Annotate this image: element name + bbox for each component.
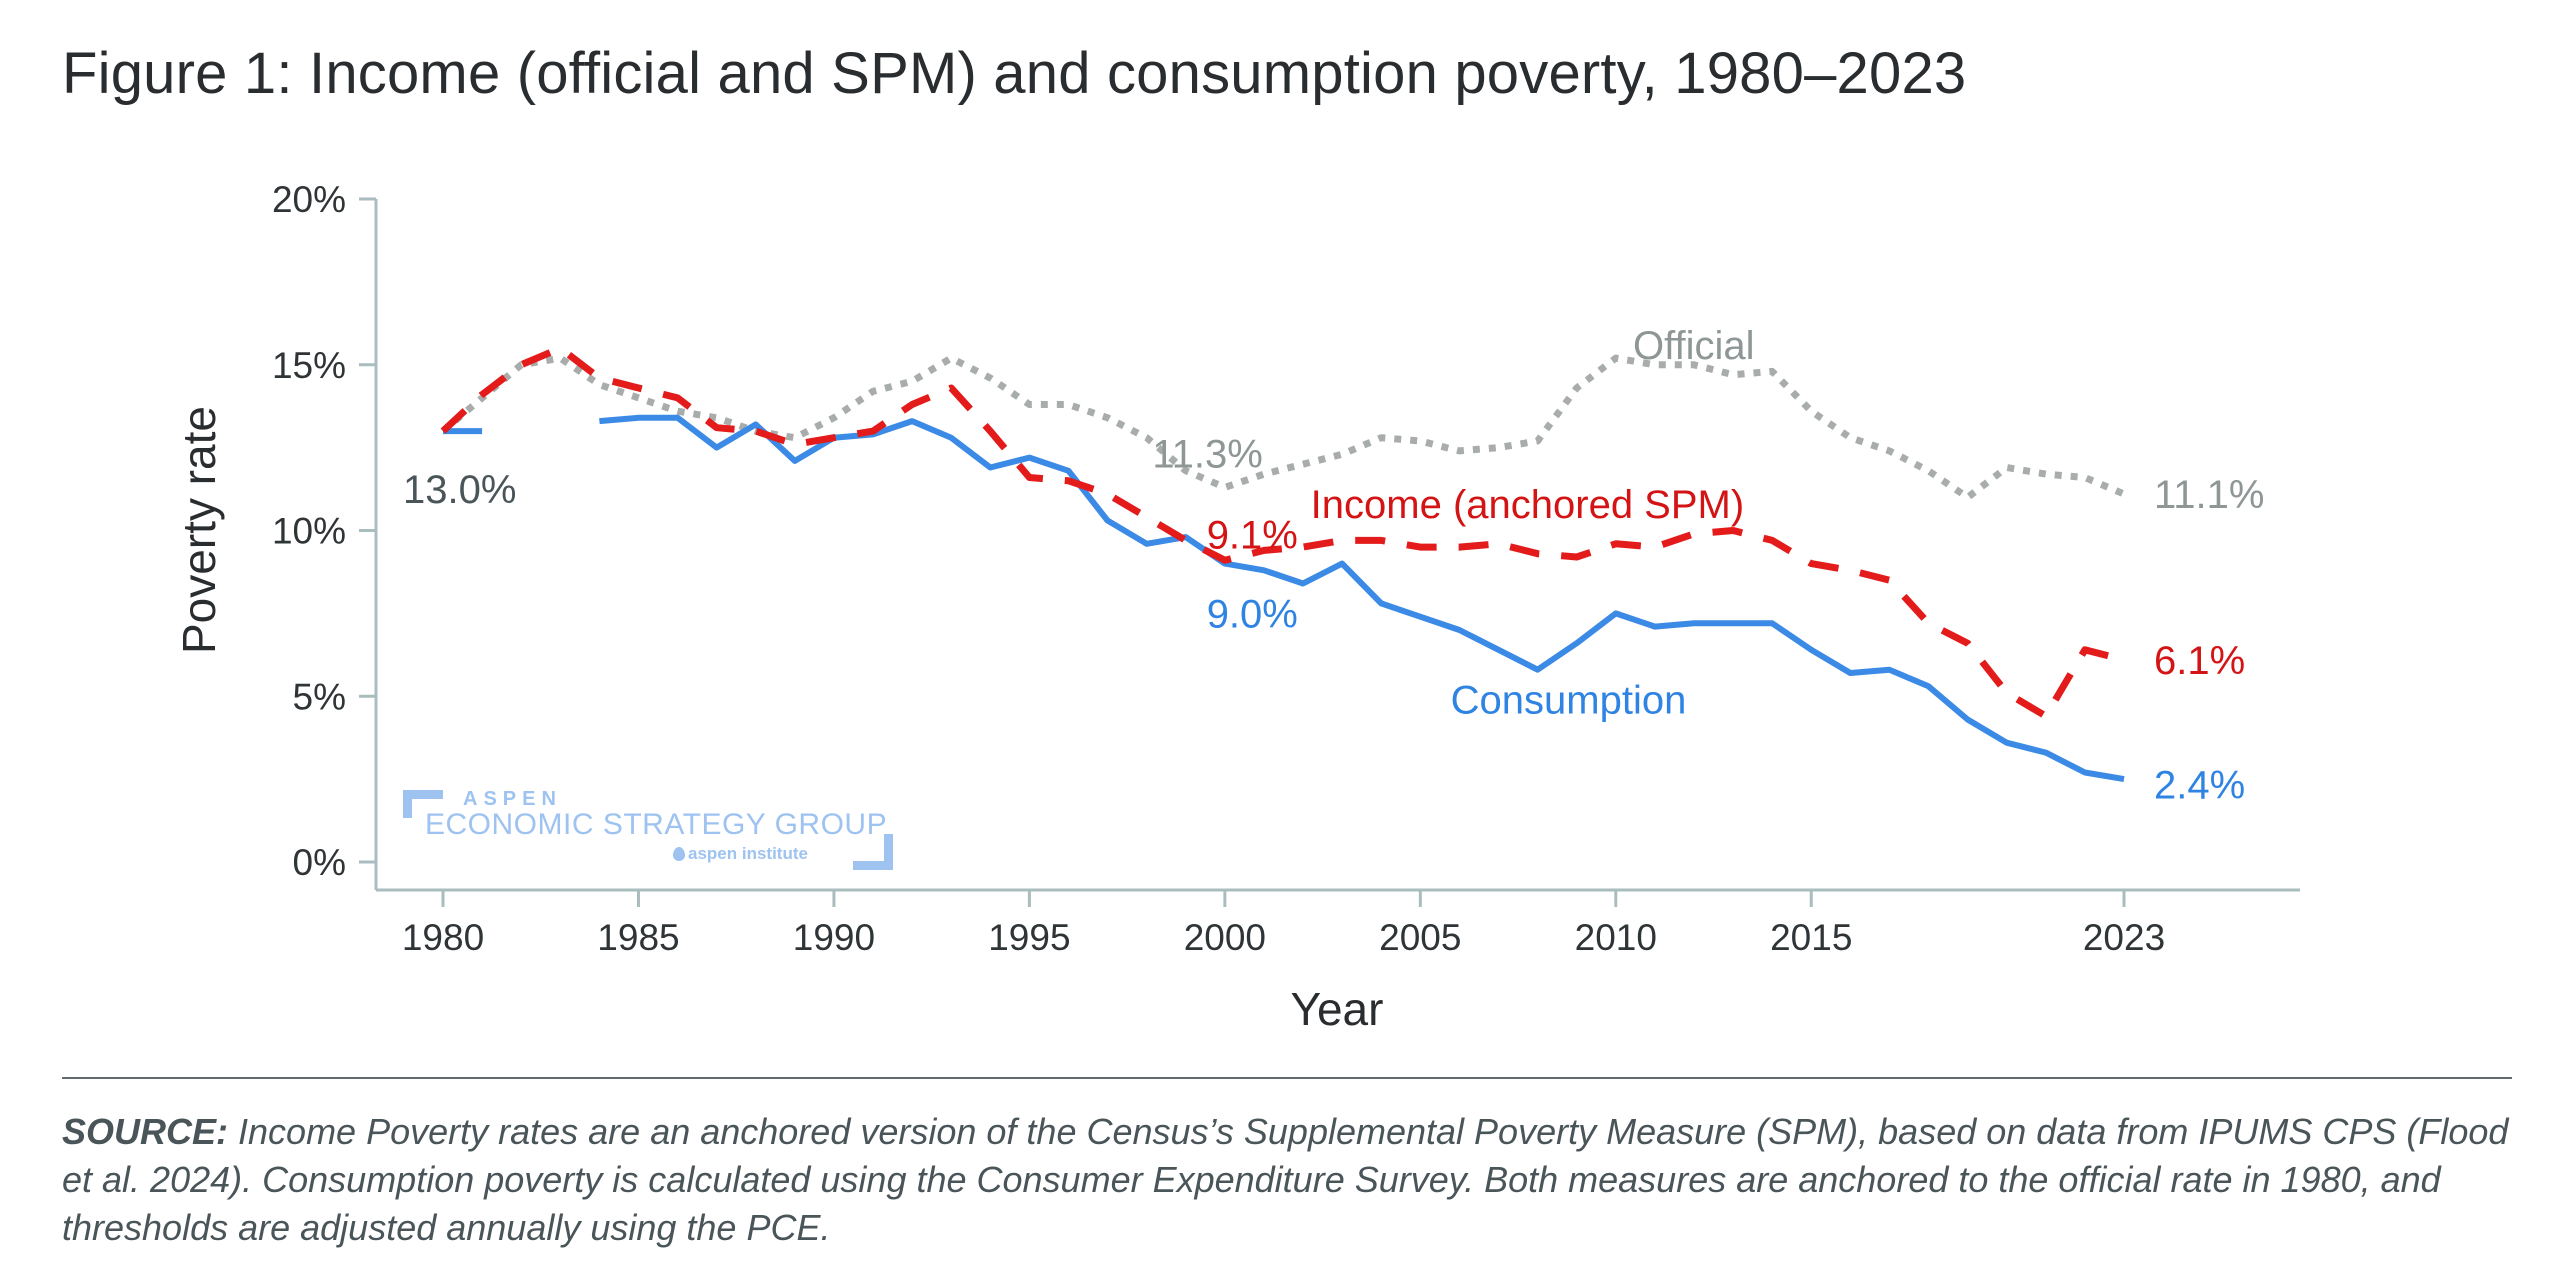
x-tick-label: 2023 bbox=[2083, 917, 2165, 958]
data-label: 11.3% bbox=[1152, 432, 1262, 476]
source-text: Income Poverty rates are an anchored ver… bbox=[62, 1111, 2509, 1248]
source-label: SOURCE: bbox=[62, 1111, 229, 1152]
aspen-leaf-icon bbox=[673, 847, 685, 861]
data-label: 9.0% bbox=[1207, 593, 1298, 637]
data-label: 9.1% bbox=[1207, 513, 1298, 557]
annotation-layer: 13.0% 11.3% 9.1% 9.0% 11.1% 6.1% 2.4% Official I… bbox=[403, 324, 2264, 808]
y-tick-label: 15% bbox=[272, 345, 346, 386]
x-tick-label: 1995 bbox=[988, 917, 1070, 958]
chart-title: Figure 1: Income (official and SPM) and … bbox=[62, 41, 1967, 106]
series-label: Consumption bbox=[1451, 679, 1687, 723]
logo-corner-top-left bbox=[403, 790, 443, 818]
y-tick-label: 10% bbox=[272, 511, 346, 552]
source-note: SOURCE: Income Poverty rates are an anch… bbox=[62, 1108, 2522, 1252]
series-label: Income (anchored SPM) bbox=[1311, 483, 1745, 527]
x-tick-label: 2010 bbox=[1575, 917, 1657, 958]
logo-institute-text: aspen institute bbox=[688, 844, 808, 863]
logo-corner-bottom-right bbox=[853, 834, 893, 870]
x-axis-label: Year bbox=[1291, 983, 1384, 1035]
x-tick-label: 2015 bbox=[1770, 917, 1852, 958]
divider bbox=[62, 1077, 2512, 1079]
x-tick-label: 2000 bbox=[1184, 917, 1266, 958]
axes: 0% 5% 10% 15% 20% 1980 1985 1990 1995 2000 2005 201… bbox=[272, 179, 2300, 958]
series-line-official bbox=[440, 354, 2126, 501]
y-axis-label: Poverty rate bbox=[173, 406, 225, 654]
series-layer bbox=[440, 344, 2126, 783]
x-tick-label: 1980 bbox=[402, 917, 484, 958]
y-tick-label: 20% bbox=[272, 179, 346, 220]
x-tick-label: 1985 bbox=[597, 917, 679, 958]
x-tick-label: 1990 bbox=[793, 917, 875, 958]
series-line-income-anchored-spm bbox=[440, 344, 2125, 720]
series-line-consumption bbox=[599, 414, 2125, 783]
series-label: Official bbox=[1633, 324, 1755, 368]
x-tick-label: 2005 bbox=[1379, 917, 1461, 958]
aspen-esg-logo: ASPEN ECONOMIC STRATEGY GROUP aspen inst… bbox=[403, 788, 893, 870]
logo-aspen-text: ASPEN bbox=[463, 788, 562, 810]
data-label: 2.4% bbox=[2154, 763, 2245, 807]
y-tick-label: 0% bbox=[293, 842, 346, 883]
logo-institute: aspen institute bbox=[673, 844, 808, 864]
data-label: 13.0% bbox=[403, 468, 516, 512]
logo-esg-text: ECONOMIC STRATEGY GROUP bbox=[425, 808, 888, 841]
data-label: 6.1% bbox=[2154, 639, 2245, 683]
data-label: 11.1% bbox=[2154, 473, 2264, 517]
y-tick-label: 5% bbox=[293, 676, 346, 717]
